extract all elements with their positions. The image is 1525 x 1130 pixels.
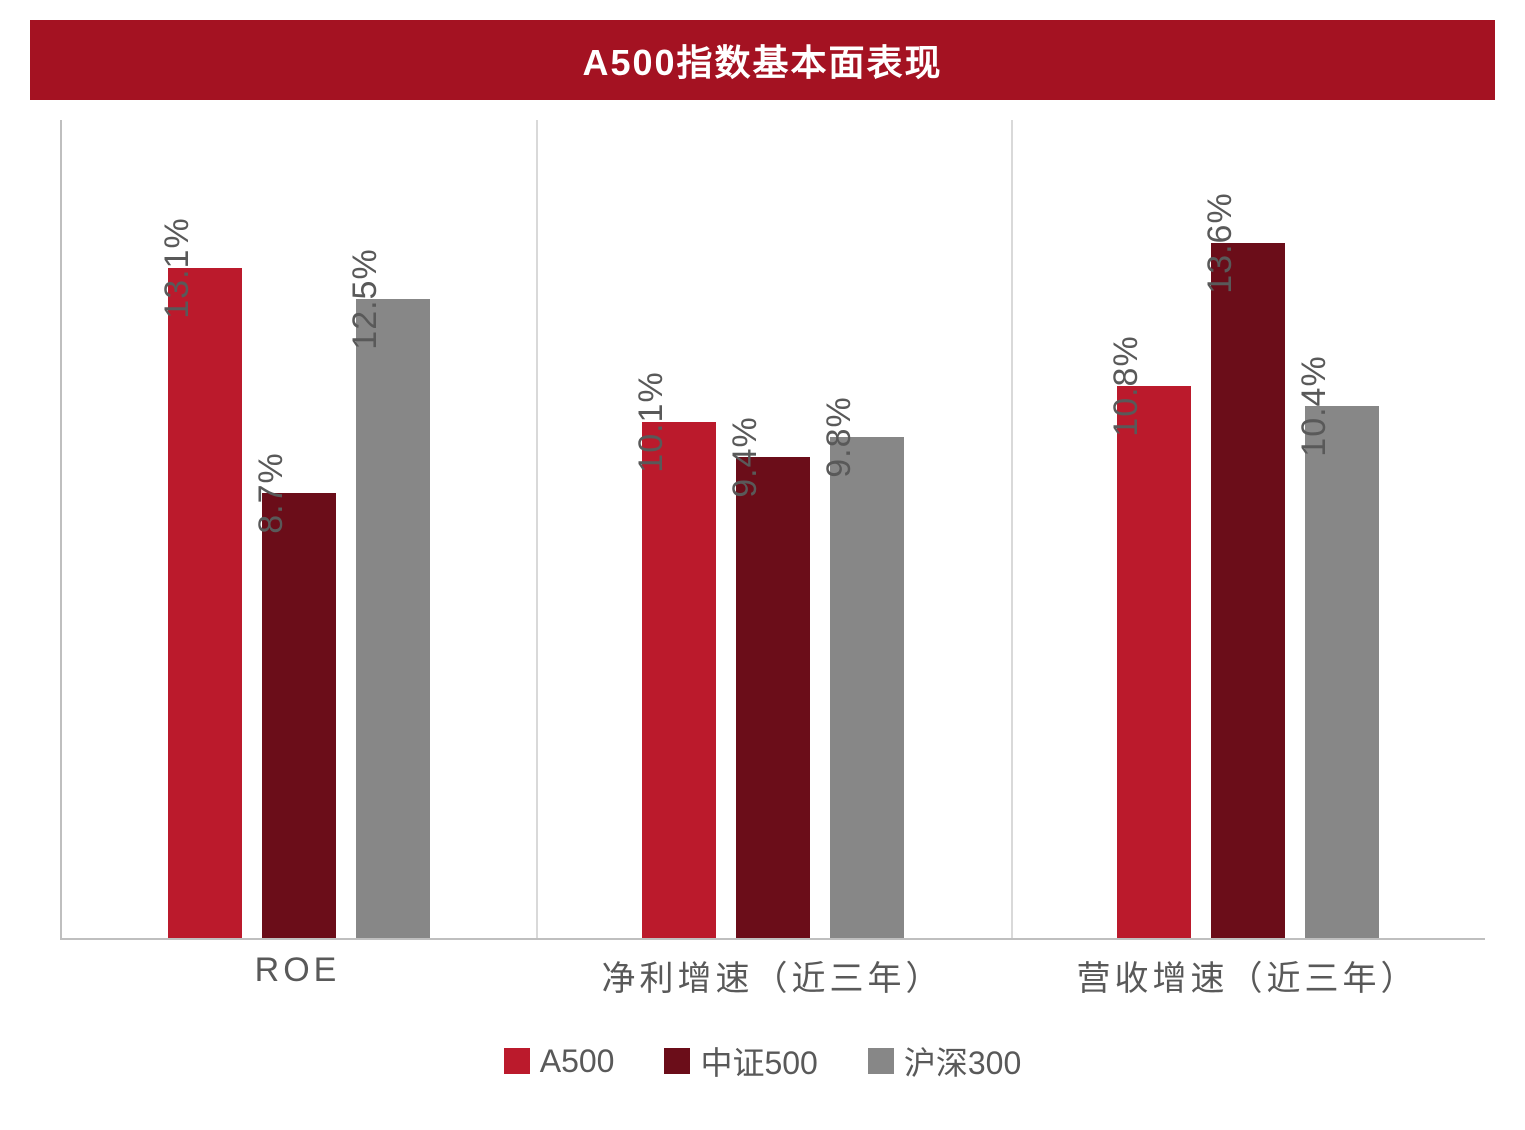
bar-value-label: 10.1% xyxy=(632,371,679,472)
bar-value-label: 8.7% xyxy=(252,452,299,534)
bar-group: 13.1%8.7%12.5% xyxy=(62,120,536,938)
bar-value-label: 10.8% xyxy=(1107,335,1154,436)
plot-region: 13.1%8.7%12.5%10.1%9.4%9.8%10.8%13.6%10.… xyxy=(60,120,1485,940)
category-label: 营收增速（近三年） xyxy=(1010,951,1485,1000)
legend: A500 中证500 沪深300 xyxy=(30,1038,1495,1084)
group-separator xyxy=(1011,120,1013,938)
bar: 10.8% xyxy=(1117,386,1191,938)
category-label: 净利增速（近三年） xyxy=(535,951,1010,1000)
x-axis-labels: ROE净利增速（近三年）营收增速（近三年） xyxy=(60,951,1485,1000)
legend-label: 中证500 xyxy=(700,1038,817,1084)
bar: 13.1% xyxy=(168,268,242,938)
bar-value-label: 13.1% xyxy=(158,218,205,319)
chart-area: 13.1%8.7%12.5%10.1%9.4%9.8%10.8%13.6%10.… xyxy=(30,120,1495,1020)
legend-label: 沪深300 xyxy=(904,1038,1021,1084)
legend-label: A500 xyxy=(540,1043,615,1080)
bar-value-label: 10.4% xyxy=(1295,356,1342,457)
category-label: ROE xyxy=(60,951,535,1000)
chart-title-bar: A500指数基本面表现 xyxy=(30,20,1495,100)
bar: 12.5% xyxy=(356,299,430,938)
legend-swatch xyxy=(868,1048,894,1074)
bar: 8.7% xyxy=(262,493,336,938)
bar: 9.8% xyxy=(830,437,904,938)
bar: 9.4% xyxy=(736,457,810,938)
legend-swatch xyxy=(504,1048,530,1074)
bar-value-label: 9.8% xyxy=(820,396,867,478)
bar: 13.6% xyxy=(1211,243,1285,938)
bar-value-label: 12.5% xyxy=(346,248,393,349)
legend-swatch xyxy=(664,1048,690,1074)
chart-title: A500指数基本面表现 xyxy=(582,42,942,83)
bar-value-label: 9.4% xyxy=(726,417,773,499)
bar-group: 10.8%13.6%10.4% xyxy=(1011,120,1485,938)
legend-item: 沪深300 xyxy=(868,1038,1021,1084)
bar: 10.1% xyxy=(642,422,716,938)
legend-item: 中证500 xyxy=(664,1038,817,1084)
bar-value-label: 13.6% xyxy=(1201,192,1248,293)
legend-item: A500 xyxy=(504,1038,615,1084)
bar-group: 10.1%9.4%9.8% xyxy=(536,120,1010,938)
bar: 10.4% xyxy=(1305,406,1379,938)
group-separator xyxy=(536,120,538,938)
